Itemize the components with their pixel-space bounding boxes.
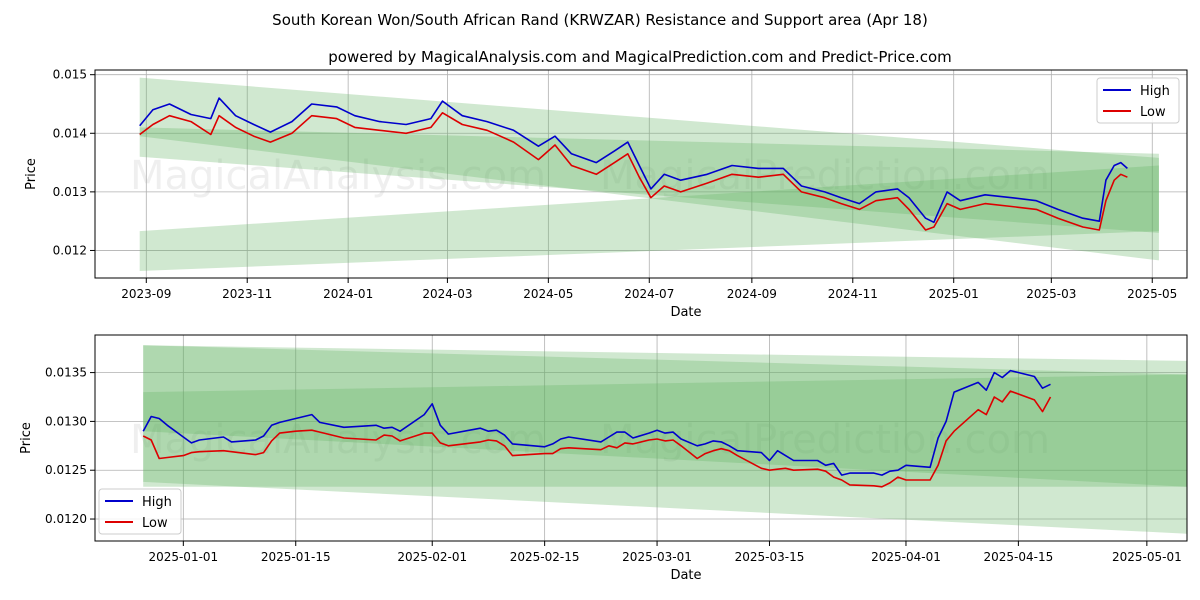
chart-title: South Korean Won/South African Rand (KRW… [272, 11, 928, 29]
series-line-high [139, 97, 1128, 224]
plot-frame [94, 69, 1188, 279]
y-tick-label: 0.015 [53, 68, 87, 82]
chart-subtitle: powered by MagicalAnalysis.com and Magic… [328, 48, 952, 66]
x-tick-label: 2025-05-01 [1112, 550, 1182, 564]
legend-label-low: Low [142, 516, 168, 531]
band-3 [139, 165, 1159, 271]
band-1 [143, 345, 1187, 487]
x-tick-label: 2025-03-01 [622, 550, 692, 564]
y-tick-label: 0.0125 [45, 463, 87, 477]
x-tick-label: 2023-11 [222, 287, 272, 301]
y-tick-label: 0.013 [53, 185, 87, 199]
plot-frame [94, 334, 1188, 542]
grid [95, 335, 1187, 541]
y-tick-label: 0.0120 [45, 512, 87, 526]
legend-label-high: High [142, 495, 172, 510]
legend-label-low: Low [1140, 105, 1166, 120]
band-2 [143, 374, 1187, 534]
x-tick-label: 2024-05 [523, 287, 573, 301]
x-tick-label: 2024-09 [727, 287, 777, 301]
x-tick-label: 2025-02-01 [397, 550, 467, 564]
series-line-low [142, 390, 1052, 488]
watermark-left: MagicalAnalysis.com [130, 153, 546, 199]
x-tick-label: 2023-09 [121, 287, 171, 301]
y-axis-label: Price [19, 422, 34, 454]
y-tick-label: 0.014 [53, 126, 87, 140]
x-tick-label: 2025-03 [1026, 287, 1076, 301]
x-tick-label: 2025-04-01 [871, 550, 941, 564]
x-tick-label: 2024-03 [422, 287, 472, 301]
x-axis-label: Date [670, 568, 701, 583]
x-tick-label: 2024-07 [624, 287, 674, 301]
legend: High Low [1096, 77, 1180, 124]
grid [95, 70, 1187, 278]
bottom-panel: MagicalAnalysis.com MagicalPrediction.com… [19, 334, 1188, 583]
support-resistance-bands [143, 345, 1187, 534]
x-tick-label: 2024-01 [323, 287, 373, 301]
y-tick-label: 0.012 [53, 243, 87, 257]
x-tick-label: 2025-03-15 [735, 550, 805, 564]
x-tick-label: 2025-01-15 [261, 550, 331, 564]
x-axis-label: Date [670, 305, 701, 320]
x-tick-label: 2025-01-01 [148, 550, 218, 564]
x-tick-label: 2025-05 [1127, 287, 1177, 301]
x-tick-label: 2025-01 [929, 287, 979, 301]
watermark-right: MagicalPrediction.com [600, 417, 1050, 463]
band-3 [143, 345, 1187, 487]
y-tick-label: 0.0135 [45, 366, 87, 380]
legend-label-high: High [1140, 84, 1170, 99]
series-line-low [139, 112, 1128, 231]
x-tick-label: 2025-04-15 [984, 550, 1054, 564]
x-tick-label: 2025-02-15 [510, 550, 580, 564]
top-panel: MagicalAnalysis.com MagicalPrediction.com… [24, 68, 1188, 320]
series-line-high [142, 369, 1051, 476]
x-tick-label: 2024-11 [828, 287, 878, 301]
y-axis-label: Price [24, 158, 39, 190]
legend: High Low [98, 488, 182, 535]
y-tick-label: 0.0130 [45, 414, 87, 428]
